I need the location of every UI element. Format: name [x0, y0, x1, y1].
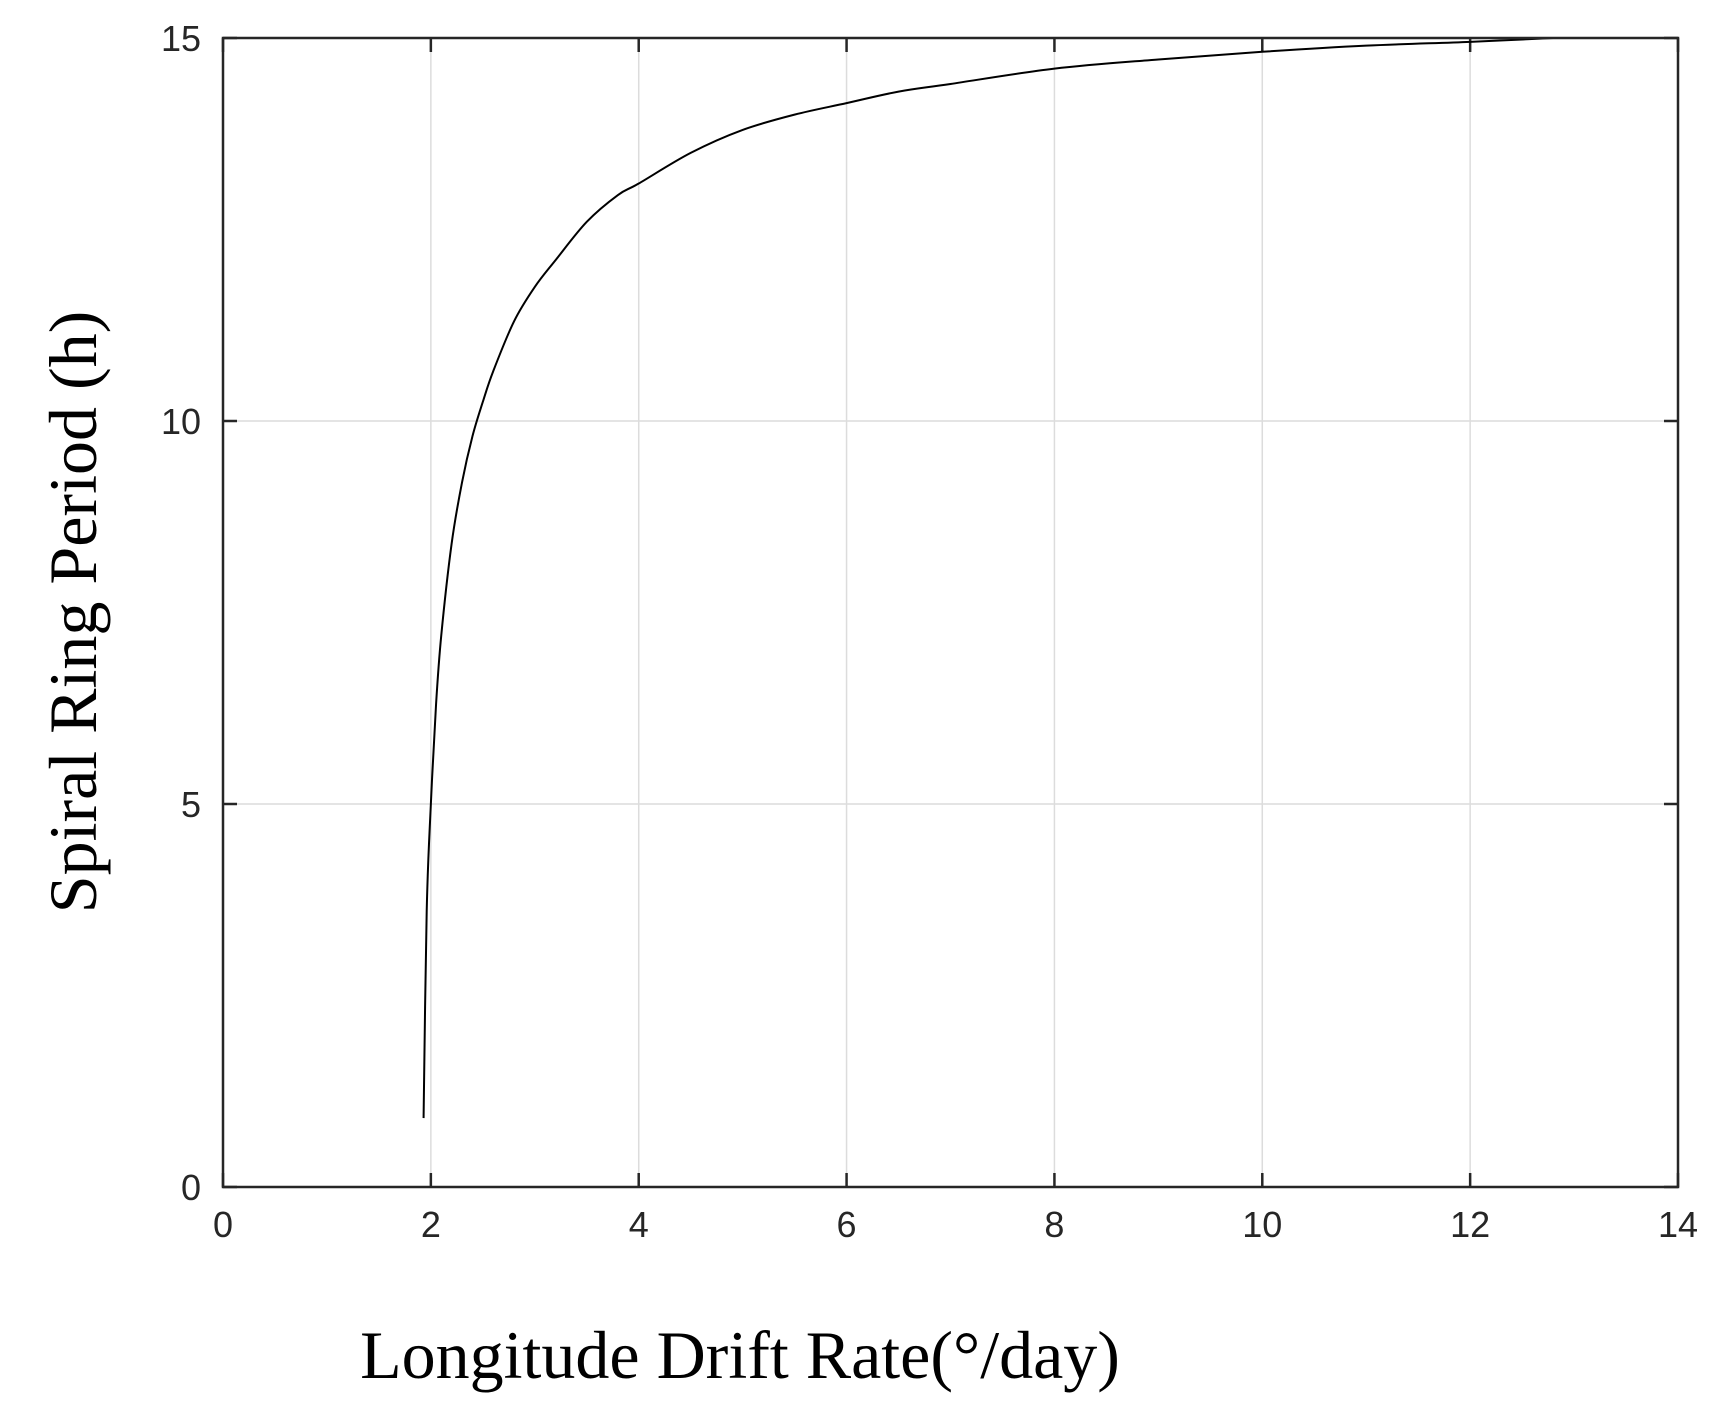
grid-lines [223, 38, 1678, 1187]
x-tick-label: 14 [1658, 1204, 1698, 1245]
axis-ticks [221, 36, 1680, 1189]
x-tick-labels: 0 2 4 6 8 10 12 14 [213, 1204, 1698, 1245]
x-axis-title: Longitude Drift Rate(°/day) [360, 1317, 1120, 1393]
y-tick-label: 5 [181, 784, 201, 825]
plot-frame [221, 36, 1680, 1189]
y-tick-label: 10 [161, 401, 201, 442]
x-tick-label: 4 [629, 1204, 649, 1245]
x-tick-label: 2 [421, 1204, 441, 1245]
y-tick-label: 15 [161, 18, 201, 59]
x-tick-label: 0 [213, 1204, 233, 1245]
series-layer [422, 37, 1554, 1119]
y-axis-title: Spiral Ring Period (h) [35, 311, 111, 914]
x-tick-label: 10 [1242, 1204, 1282, 1245]
x-tick-label: 6 [837, 1204, 857, 1245]
series-line [422, 37, 1554, 1119]
x-tick-label: 12 [1450, 1204, 1490, 1245]
y-tick-labels: 0 5 10 15 [161, 18, 201, 1208]
x-tick-label: 8 [1044, 1204, 1064, 1245]
y-tick-label: 0 [181, 1167, 201, 1208]
